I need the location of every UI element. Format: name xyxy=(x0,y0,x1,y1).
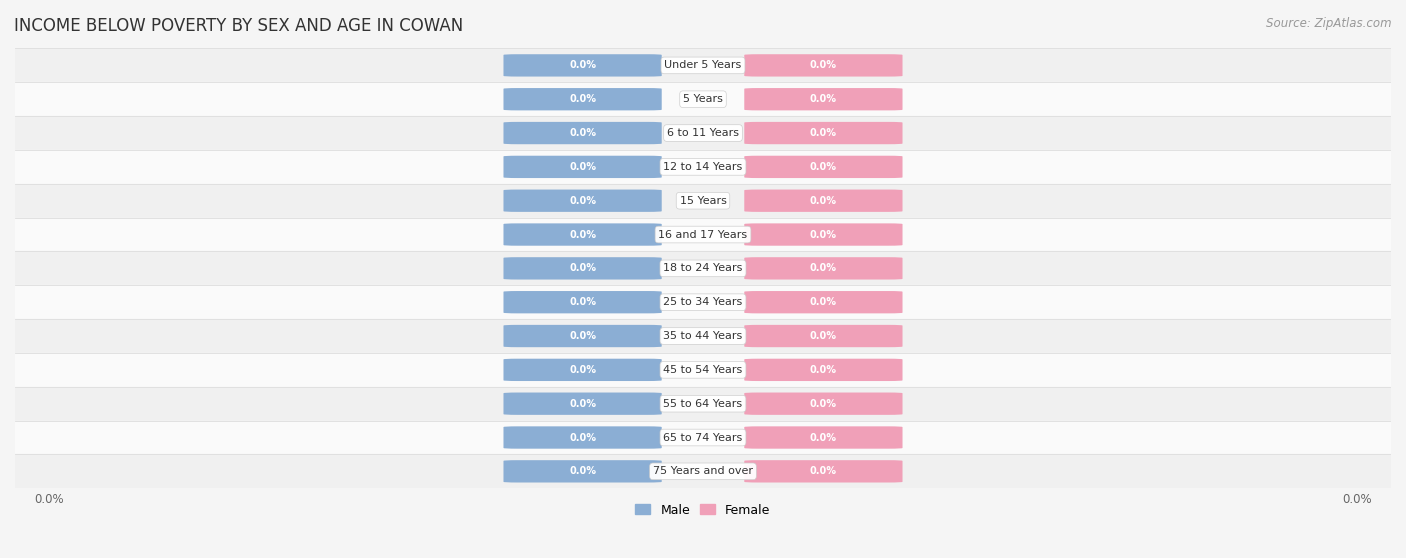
Text: 25 to 34 Years: 25 to 34 Years xyxy=(664,297,742,307)
Text: INCOME BELOW POVERTY BY SEX AND AGE IN COWAN: INCOME BELOW POVERTY BY SEX AND AGE IN C… xyxy=(14,17,464,35)
Text: 35 to 44 Years: 35 to 44 Years xyxy=(664,331,742,341)
Text: 75 Years and over: 75 Years and over xyxy=(652,466,754,477)
FancyBboxPatch shape xyxy=(744,223,903,246)
Bar xyxy=(15,421,1391,454)
Text: 5 Years: 5 Years xyxy=(683,94,723,104)
Bar xyxy=(15,319,1391,353)
Text: 0.0%: 0.0% xyxy=(810,365,837,375)
FancyBboxPatch shape xyxy=(744,190,903,212)
FancyBboxPatch shape xyxy=(744,122,903,144)
Text: 0.0%: 0.0% xyxy=(810,432,837,442)
Text: 0.0%: 0.0% xyxy=(569,94,596,104)
FancyBboxPatch shape xyxy=(503,460,662,483)
Bar xyxy=(15,150,1391,184)
FancyBboxPatch shape xyxy=(503,88,662,110)
Bar xyxy=(15,387,1391,421)
FancyBboxPatch shape xyxy=(503,190,662,212)
Text: 0.0%: 0.0% xyxy=(569,297,596,307)
Text: 0.0%: 0.0% xyxy=(569,398,596,408)
FancyBboxPatch shape xyxy=(503,426,662,449)
Text: 0.0%: 0.0% xyxy=(569,196,596,206)
Text: 6 to 11 Years: 6 to 11 Years xyxy=(666,128,740,138)
FancyBboxPatch shape xyxy=(744,291,903,314)
Text: 0.0%: 0.0% xyxy=(810,196,837,206)
Text: 0.0%: 0.0% xyxy=(810,297,837,307)
FancyBboxPatch shape xyxy=(744,460,903,483)
Text: 0.0%: 0.0% xyxy=(569,466,596,477)
Text: 0.0%: 0.0% xyxy=(569,60,596,70)
Text: 16 and 17 Years: 16 and 17 Years xyxy=(658,229,748,239)
Text: 0.0%: 0.0% xyxy=(569,128,596,138)
FancyBboxPatch shape xyxy=(744,54,903,76)
Text: 0.0%: 0.0% xyxy=(810,229,837,239)
Bar xyxy=(15,218,1391,252)
Text: 0.0%: 0.0% xyxy=(569,331,596,341)
FancyBboxPatch shape xyxy=(503,122,662,144)
Bar xyxy=(15,49,1391,83)
Text: 0.0%: 0.0% xyxy=(569,162,596,172)
Text: 65 to 74 Years: 65 to 74 Years xyxy=(664,432,742,442)
Text: 0.0%: 0.0% xyxy=(810,60,837,70)
Text: 0.0%: 0.0% xyxy=(810,331,837,341)
Text: 0.0%: 0.0% xyxy=(810,128,837,138)
Bar xyxy=(15,252,1391,285)
FancyBboxPatch shape xyxy=(744,88,903,110)
Text: 0.0%: 0.0% xyxy=(810,94,837,104)
Text: 0.0%: 0.0% xyxy=(810,162,837,172)
Bar xyxy=(15,454,1391,488)
FancyBboxPatch shape xyxy=(744,325,903,347)
Text: 45 to 54 Years: 45 to 54 Years xyxy=(664,365,742,375)
FancyBboxPatch shape xyxy=(503,223,662,246)
Bar xyxy=(15,285,1391,319)
FancyBboxPatch shape xyxy=(744,359,903,381)
FancyBboxPatch shape xyxy=(503,392,662,415)
Text: 0.0%: 0.0% xyxy=(810,466,837,477)
Text: 0.0%: 0.0% xyxy=(569,365,596,375)
FancyBboxPatch shape xyxy=(503,325,662,347)
Text: 0.0%: 0.0% xyxy=(569,432,596,442)
Text: 55 to 64 Years: 55 to 64 Years xyxy=(664,398,742,408)
Bar xyxy=(15,353,1391,387)
FancyBboxPatch shape xyxy=(503,156,662,178)
Bar xyxy=(15,184,1391,218)
Text: 0.0%: 0.0% xyxy=(810,398,837,408)
Text: Under 5 Years: Under 5 Years xyxy=(665,60,741,70)
FancyBboxPatch shape xyxy=(503,54,662,76)
FancyBboxPatch shape xyxy=(744,156,903,178)
Text: Source: ZipAtlas.com: Source: ZipAtlas.com xyxy=(1267,17,1392,30)
Legend: Male, Female: Male, Female xyxy=(630,499,776,522)
Text: 12 to 14 Years: 12 to 14 Years xyxy=(664,162,742,172)
Text: 0.0%: 0.0% xyxy=(569,229,596,239)
Text: 0.0%: 0.0% xyxy=(810,263,837,273)
FancyBboxPatch shape xyxy=(503,257,662,280)
FancyBboxPatch shape xyxy=(744,257,903,280)
Text: 0.0%: 0.0% xyxy=(569,263,596,273)
Text: 18 to 24 Years: 18 to 24 Years xyxy=(664,263,742,273)
FancyBboxPatch shape xyxy=(744,392,903,415)
Bar xyxy=(15,83,1391,116)
FancyBboxPatch shape xyxy=(744,426,903,449)
FancyBboxPatch shape xyxy=(503,359,662,381)
FancyBboxPatch shape xyxy=(503,291,662,314)
Text: 15 Years: 15 Years xyxy=(679,196,727,206)
Bar xyxy=(15,116,1391,150)
